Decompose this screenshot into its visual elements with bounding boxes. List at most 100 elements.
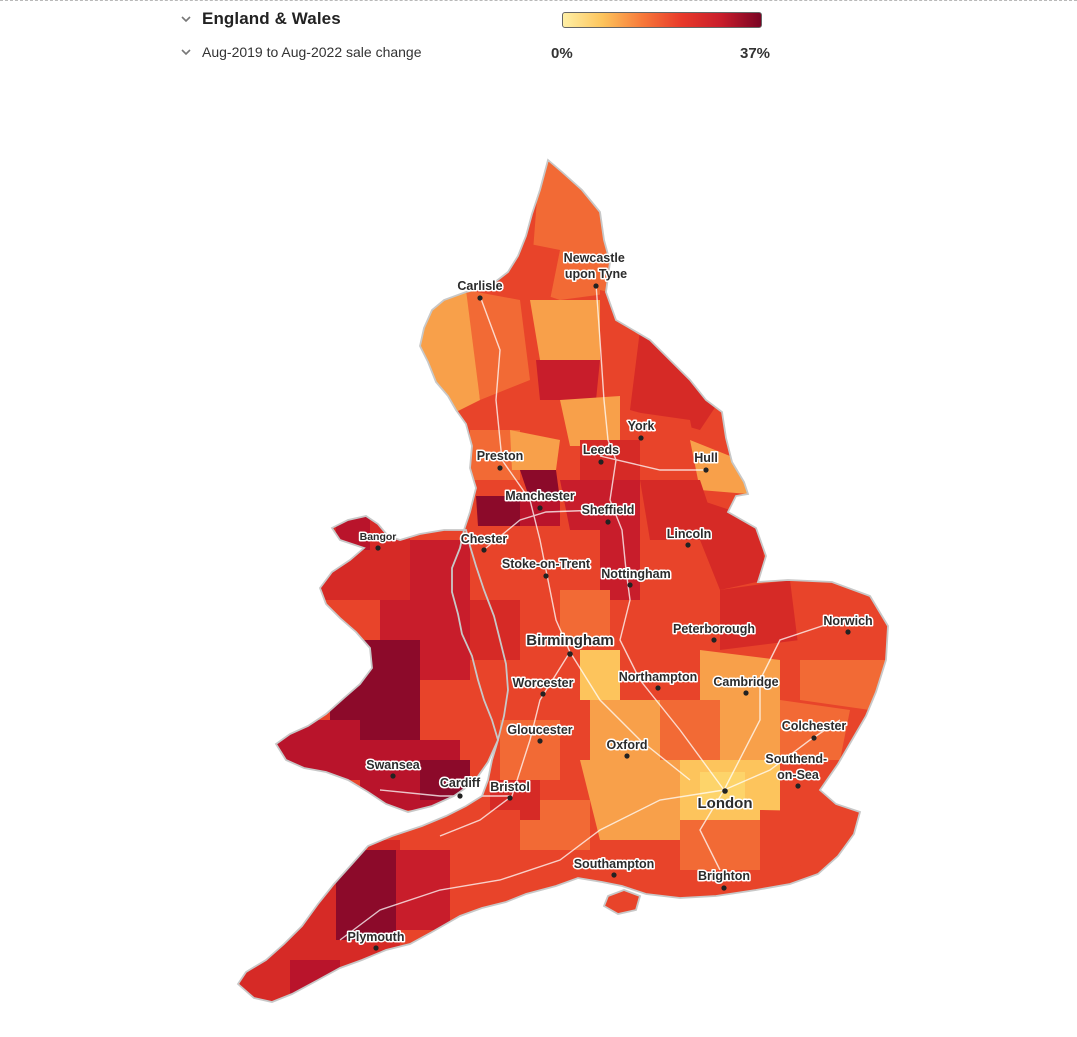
region-hampshire[interactable] [540, 840, 620, 890]
region-berkshire[interactable] [580, 760, 680, 840]
region-teesside[interactable] [630, 330, 720, 430]
city-marker-southampton [611, 872, 617, 878]
region-northamptonshire[interactable] [620, 640, 700, 700]
city-marker-bristol [507, 795, 513, 801]
legend-max-label: 37% [740, 45, 771, 62]
legend-color-scale [562, 12, 762, 28]
region-shropshire[interactable] [470, 600, 520, 660]
region-dartmoor[interactable] [336, 850, 396, 940]
city-marker-preston [497, 465, 503, 471]
city-marker-lincoln [685, 542, 691, 548]
city-label-birmingham: Birmingham [526, 632, 614, 649]
city-marker-carlisle [477, 295, 483, 301]
city-marker-birmingham [567, 651, 573, 657]
city-marker-cambridge [743, 690, 749, 696]
region-dales[interactable] [536, 360, 600, 400]
region-oxfordshire[interactable] [590, 700, 660, 760]
region-valleys[interactable] [420, 760, 470, 800]
city-marker-peterborough [711, 637, 717, 643]
city-label-colchester: Colchester [782, 719, 847, 733]
region-leeds[interactable] [580, 440, 640, 480]
region-ribble[interactable] [510, 430, 560, 470]
city-label-lincoln: Lincoln [667, 527, 711, 541]
region-manchester[interactable] [520, 496, 560, 526]
city-marker-worcester [540, 691, 546, 697]
city-label-oxford: Oxford [607, 738, 648, 752]
chevron-down-icon [178, 44, 194, 60]
city-label-norwich: Norwich [823, 614, 872, 628]
region-staffordshire[interactable] [560, 590, 610, 640]
legend-min-label: 0% [551, 45, 573, 62]
region-suffolk[interactable] [800, 660, 886, 710]
region-selector-value: England & Wales [202, 9, 341, 28]
city-label-plymouth: Plymouth [348, 930, 405, 944]
region-coventry[interactable] [580, 650, 620, 700]
region-north-yorkshire[interactable] [560, 396, 620, 446]
metric-selector-value: Aug-2019 to Aug-2022 sale change [202, 44, 422, 60]
city-label-cambridge: Cambridge [713, 675, 778, 689]
region-devon[interactable] [396, 850, 450, 930]
road-network [339, 283, 841, 941]
region-herefordshire[interactable] [470, 660, 540, 720]
city-label-newcastle: Newcastle upon Tyne [564, 251, 629, 281]
city-marker-leeds [598, 459, 604, 465]
region-buckinghamshire[interactable] [660, 700, 720, 760]
city-marker-sheffield [605, 519, 611, 525]
region-wirral[interactable] [476, 496, 524, 526]
city-marker-northampton [655, 685, 661, 691]
city-marker-colchester [811, 735, 817, 741]
city-label-stoke: Stoke-on-Trent [502, 557, 591, 571]
city-label-carlisle: Carlisle [457, 279, 502, 293]
map-fill-regions [238, 160, 888, 1002]
region-sheffield[interactable] [560, 480, 640, 530]
city-label-london: London [698, 795, 753, 812]
city-marker-london [722, 788, 728, 794]
city-marker-gloucester [537, 738, 543, 744]
district-regions [240, 160, 886, 1002]
region-leicestershire[interactable] [640, 590, 720, 640]
city-label-preston: Preston [477, 449, 524, 463]
city-label-cardiff: Cardiff [440, 776, 481, 790]
region-stoke[interactable] [540, 540, 600, 600]
city-marker-nottingham [627, 582, 633, 588]
city-label-southend: Southend- on-Sea [765, 752, 830, 782]
region-kent[interactable] [760, 810, 860, 870]
top-divider [0, 0, 1077, 1]
region-nottingham[interactable] [600, 530, 640, 600]
region-east-riding[interactable] [690, 440, 748, 494]
region-gloucestershire[interactable] [500, 720, 560, 780]
region-denbighshire[interactable] [410, 540, 470, 600]
city-label-nottingham: Nottingham [601, 567, 670, 581]
metric-selector[interactable]: Aug-2019 to Aug-2022 sale change [178, 44, 422, 60]
city-label-bristol: Bristol [490, 780, 530, 794]
city-label-northampton: Northampton [619, 670, 697, 684]
region-hertfordshire[interactable] [720, 720, 780, 770]
city-marker-brighton [721, 885, 727, 891]
region-west-cornwall[interactable] [290, 960, 340, 1000]
region-pembrokeshire[interactable] [270, 720, 360, 780]
city-marker-bangor [375, 545, 381, 551]
city-label-sheffield: Sheffield [582, 503, 635, 517]
region-bolton[interactable] [520, 470, 560, 500]
city-label-manchester: Manchester [505, 489, 575, 503]
region-essex[interactable] [780, 700, 850, 760]
city-label-hull: Hull [694, 451, 718, 465]
region-fens[interactable] [720, 580, 800, 650]
city-label-chester: Chester [461, 532, 508, 546]
region-selector[interactable]: England & Wales [178, 9, 341, 29]
city-label-york: York [628, 419, 655, 433]
city-marker-cardiff [457, 793, 463, 799]
city-marker-york [638, 435, 644, 441]
chevron-down-icon [178, 11, 194, 27]
city-marker-norwich [845, 629, 851, 635]
city-label-gloucester: Gloucester [507, 723, 572, 737]
city-marker-newcastle [593, 283, 599, 289]
city-marker-oxford [624, 753, 630, 759]
city-labels: Carlisle Newcastle upon Tyne York Presto… [346, 250, 874, 951]
city-label-swansea: Swansea [366, 758, 421, 772]
city-label-southampton: Southampton [574, 857, 655, 871]
region-surrey-sussex[interactable] [680, 820, 760, 870]
region-durham-west[interactable] [530, 300, 600, 360]
city-label-worcester: Worcester [513, 676, 574, 690]
